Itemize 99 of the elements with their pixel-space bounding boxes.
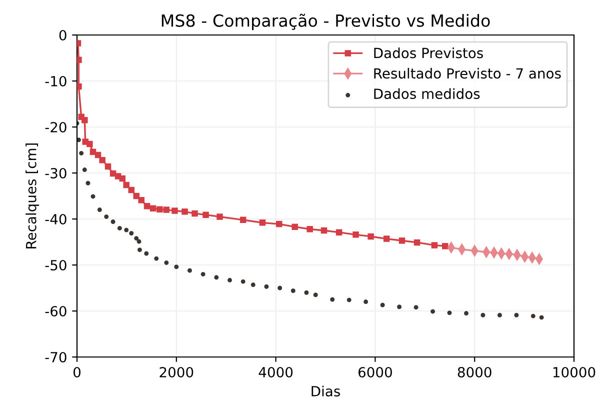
point [172, 208, 178, 214]
point [150, 205, 156, 212]
point [77, 56, 82, 63]
point [464, 311, 468, 316]
point [86, 140, 93, 148]
y-tick-label: -30 [45, 168, 66, 178]
point [336, 229, 342, 236]
point [192, 210, 198, 217]
point [278, 286, 282, 290]
legend-label: Dados medidos [374, 88, 480, 100]
point [79, 150, 84, 156]
point [539, 315, 544, 320]
point [82, 116, 88, 124]
chart-title: MS8 - Comparação - Previsto vs Medido [162, 14, 490, 30]
point [124, 228, 129, 232]
point [514, 312, 519, 318]
point [306, 226, 313, 232]
point [200, 272, 206, 276]
y-tick-label: -40 [45, 214, 66, 224]
point [104, 214, 109, 219]
point [110, 220, 116, 224]
point [86, 180, 90, 186]
point [174, 264, 179, 270]
point [187, 268, 192, 273]
point [138, 197, 144, 204]
x-tick-label: 2000 [160, 366, 194, 378]
point [430, 309, 435, 314]
point [264, 284, 269, 289]
y-axis-title: Recalques [cm] [26, 144, 40, 248]
point [94, 152, 102, 158]
point [447, 310, 452, 316]
point [250, 282, 256, 288]
legend-label: Dados Previstos [374, 48, 483, 58]
point [99, 156, 106, 164]
point [414, 305, 418, 310]
point [163, 206, 170, 213]
point [240, 279, 246, 284]
point [480, 312, 486, 318]
point [368, 233, 374, 240]
point [216, 214, 223, 220]
x-tick-label: 10000 [553, 366, 596, 378]
point [259, 220, 266, 226]
point [330, 297, 335, 302]
point [497, 312, 502, 318]
point [530, 314, 536, 318]
point [414, 239, 420, 246]
point [117, 226, 122, 230]
point [129, 231, 134, 236]
point [128, 186, 134, 194]
x-tick-label: 6000 [358, 366, 392, 378]
x-tick-label: 4000 [258, 366, 293, 378]
point [364, 300, 368, 304]
point [313, 292, 318, 298]
legend-label: Resultado Previsto - 7 anos [374, 68, 561, 79]
y-tick-label: 0 [59, 30, 66, 40]
point [380, 302, 385, 308]
x-tick-label: 8000 [458, 366, 492, 378]
point [290, 288, 296, 294]
point [352, 232, 359, 238]
point [276, 220, 282, 228]
point [202, 212, 209, 218]
y-tick-label: -60 [45, 306, 66, 316]
point [431, 242, 438, 248]
point [214, 275, 219, 280]
y-tick-label: -20 [45, 122, 66, 132]
point [77, 83, 82, 90]
x-axis-title: Dias [312, 386, 340, 396]
point [346, 298, 352, 302]
point [240, 216, 246, 224]
point [228, 278, 232, 282]
y-tick-label: -50 [45, 260, 66, 270]
point [292, 224, 298, 230]
point [383, 236, 390, 242]
point [144, 251, 149, 256]
point [182, 208, 188, 215]
point [398, 237, 406, 244]
y-tick-label: -10 [45, 76, 66, 86]
x-tick-label: 0 [73, 366, 80, 378]
point [164, 260, 169, 265]
point [442, 243, 448, 250]
point [144, 202, 150, 210]
point [90, 148, 96, 155]
point [156, 206, 163, 212]
point [104, 163, 112, 170]
point [97, 208, 102, 212]
point [154, 256, 159, 261]
point [137, 248, 142, 252]
point [82, 138, 88, 145]
y-tick-label: -70 [45, 352, 66, 362]
point [134, 236, 139, 241]
point [119, 175, 126, 182]
point [136, 239, 142, 244]
point [320, 227, 328, 234]
point [304, 290, 309, 295]
point [397, 304, 402, 310]
point [82, 168, 87, 172]
point [77, 138, 81, 142]
point [123, 182, 130, 188]
point [90, 194, 96, 199]
